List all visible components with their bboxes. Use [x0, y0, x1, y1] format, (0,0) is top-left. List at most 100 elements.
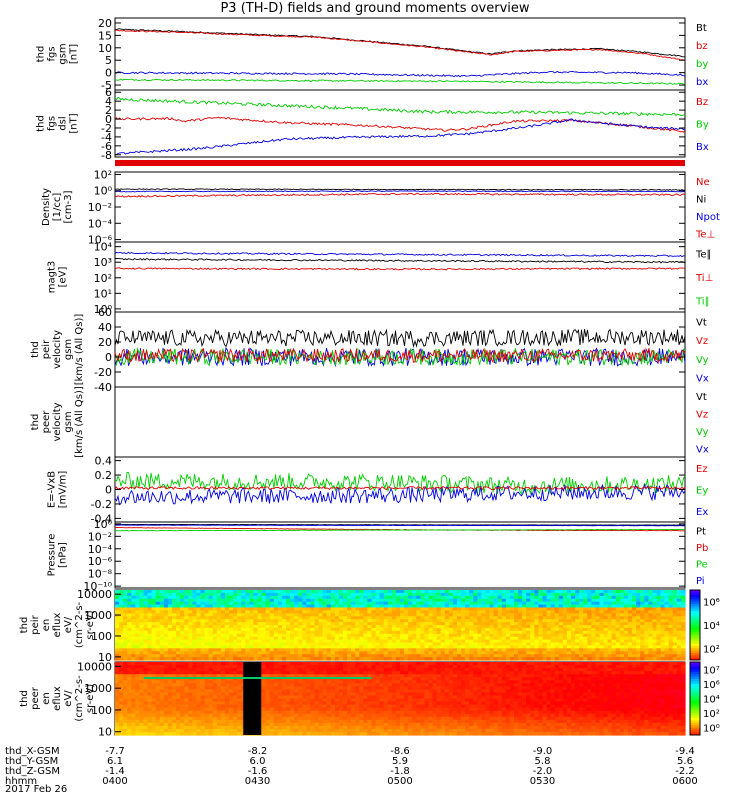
spectro-cell-peir_spec	[343, 596, 348, 600]
spectro-cell-peir_spec	[188, 657, 193, 661]
spectro-cell-peir_spec	[538, 648, 543, 652]
spectro-cell-peir_spec	[127, 631, 132, 635]
spectro-cell-peer_spec	[131, 729, 136, 733]
ylabel-peir_spec: thdpeirenefluxeV/(cm^2-s-sr-eV)	[19, 601, 96, 648]
spectro-cell-peir_spec	[131, 631, 136, 635]
spectro-cell-peir_spec	[172, 596, 177, 600]
spectro-cell-peir_spec	[400, 631, 405, 635]
spectro-cell-peir_spec	[477, 648, 482, 652]
spectro-cell-peir_spec	[510, 631, 515, 635]
spectro-cell-peir_spec	[144, 596, 149, 600]
spectro-cell-peer_spec	[319, 708, 324, 712]
spectro-cell-peir_spec	[355, 596, 360, 600]
spectro-cell-peir_spec	[416, 631, 421, 635]
spectro-cell-peir_spec	[156, 657, 161, 661]
spectro-cell-peer_spec	[237, 692, 242, 696]
ylabel-efield: E=-VxB[mV/m]	[47, 471, 69, 509]
spectro-cell-peir_spec	[518, 613, 523, 617]
spectro-cell-peir_spec	[144, 631, 149, 635]
spectro-cell-peir_spec	[677, 631, 682, 635]
spectro-cell-peer_spec	[201, 686, 206, 690]
spectro-cell-peir_spec	[135, 657, 140, 661]
spectro-cell-peir_spec	[620, 596, 625, 600]
spectro-cell-peer_spec	[176, 692, 181, 696]
spectro-cell-peer_spec	[290, 686, 295, 690]
spectro-cell-peer_spec	[347, 671, 352, 675]
spectro-cell-peir_spec	[453, 613, 458, 617]
spectro-cell-peer_spec	[127, 702, 132, 706]
spectro-cell-peer_spec	[184, 708, 189, 712]
spectro-cell-peir_spec	[608, 613, 613, 617]
spectro-cell-peir_spec	[331, 613, 336, 617]
spectro-cell-peir_spec	[392, 613, 397, 617]
spectro-cell-peer_spec	[237, 708, 242, 712]
spectro-cell-peir_spec	[139, 631, 144, 635]
spectro-cell-peer_spec	[278, 723, 283, 727]
spectro-cell-peer_spec	[160, 723, 165, 727]
spectro-cell-peir_spec	[367, 657, 372, 661]
spectro-cell-peir_spec	[681, 613, 686, 617]
spectro-cell-peir_spec	[331, 657, 336, 661]
spectro-cell-peir_spec	[294, 613, 299, 617]
spectro-cell-peir_spec	[449, 631, 454, 635]
spectro-cell-peer_spec	[270, 692, 275, 696]
panel-frame-peer_vel	[115, 387, 685, 457]
spectro-cell-peir_spec	[506, 613, 511, 617]
spectro-cell-peir_spec	[612, 648, 617, 652]
spectro-cell-peir_spec	[681, 657, 686, 661]
spectro-cell-peir_spec	[119, 631, 124, 635]
spectro-cell-peer_spec	[294, 729, 299, 733]
spectro-cell-peir_spec	[139, 613, 144, 617]
spectro-cell-peir_spec	[229, 613, 234, 617]
spectro-cell-peir_spec	[412, 613, 417, 617]
spectro-cell-peer_spec	[221, 723, 226, 727]
spectro-cell-peer_spec	[123, 665, 128, 669]
spectro-cell-peir_spec	[274, 613, 279, 617]
spectro-cell-peer_spec	[310, 732, 315, 736]
spectro-cell-peer_spec	[180, 729, 185, 733]
spectro-cell-peer_spec	[176, 714, 181, 718]
spectro-cell-peir_spec	[172, 657, 177, 661]
spectro-cell-peir_spec	[636, 631, 641, 635]
spectro-cell-peer_spec	[335, 692, 340, 696]
spectro-cell-peer_spec	[347, 702, 352, 706]
spectro-cell-peer_spec	[294, 723, 299, 727]
spectro-cell-peir_spec	[612, 631, 617, 635]
spectro-cell-peer_spec	[180, 723, 185, 727]
spectro-cell-peir_spec	[127, 596, 132, 600]
spectro-cell-peer_spec	[217, 708, 222, 712]
spectro-cell-peer_spec	[156, 686, 161, 690]
spectro-cell-peer_spec	[127, 665, 132, 669]
spectro-cell-peer_spec	[233, 671, 238, 675]
spectro-cell-peer_spec	[237, 702, 242, 706]
series-temp-Ti⊥	[115, 268, 685, 270]
spectro-cell-peir_spec	[677, 648, 682, 652]
spectro-cell-peer_spec	[196, 723, 201, 727]
spectro-cell-peir_spec	[184, 631, 189, 635]
spectro-cell-peir_spec	[490, 613, 495, 617]
spectro-cell-peir_spec	[123, 613, 128, 617]
spectro-cell-peer_spec	[290, 729, 295, 733]
spectro-cell-peir_spec	[115, 631, 120, 635]
spectro-cell-peir_spec	[115, 596, 120, 600]
spectro-cell-peir_spec	[481, 613, 486, 617]
spectro-cell-peir_spec	[465, 596, 470, 600]
spectro-cell-peir_spec	[648, 631, 653, 635]
spectro-cell-peir_spec	[461, 648, 466, 652]
spectro-cell-peir_spec	[400, 648, 405, 652]
spectro-cell-peer_spec	[131, 708, 136, 712]
spectro-cell-peir_spec	[347, 613, 352, 617]
spectro-cell-peir_spec	[595, 648, 600, 652]
spectro-cell-peer_spec	[156, 665, 161, 669]
spectro-cell-peir_spec	[510, 613, 515, 617]
spectro-cell-peir_spec	[388, 657, 393, 661]
spectro-cell-peir_spec	[168, 631, 173, 635]
spectro-cell-peer_spec	[135, 671, 140, 675]
spectro-cell-peir_spec	[180, 596, 185, 600]
spectro-cell-peir_spec	[343, 657, 348, 661]
spectro-cell-peer_spec	[148, 732, 153, 736]
spectro-cell-peer_spec	[274, 692, 279, 696]
spectro-cell-peer_spec	[310, 702, 315, 706]
spectro-cell-peir_spec	[392, 648, 397, 652]
panel-frame-fgs	[115, 18, 685, 90]
